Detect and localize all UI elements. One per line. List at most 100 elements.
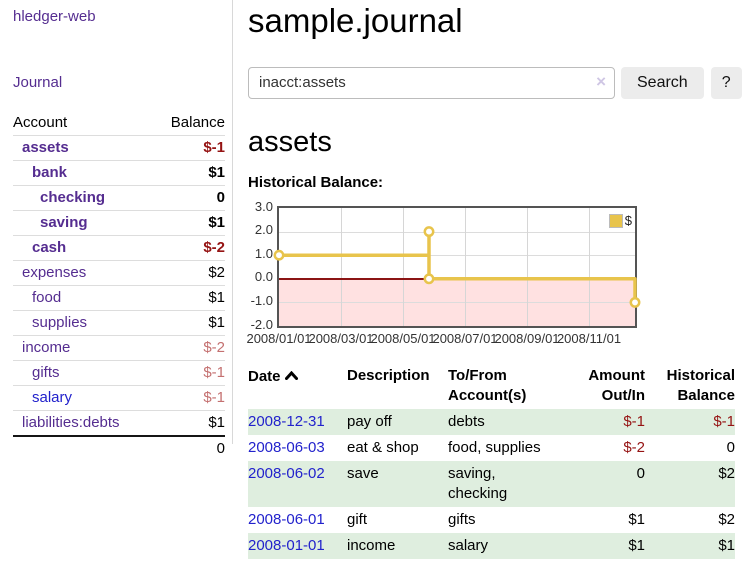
account-link-salary[interactable]: salary bbox=[32, 389, 73, 406]
page-title: sample.journal bbox=[248, 2, 463, 39]
search-button[interactable]: Search bbox=[621, 66, 704, 99]
account-link-assets[interactable]: assets bbox=[22, 139, 69, 156]
transaction-description: gift bbox=[347, 511, 368, 529]
account-link-income[interactable]: income bbox=[22, 339, 71, 356]
transaction-amount: $1 bbox=[628, 511, 645, 529]
account-row: saving $1 bbox=[13, 210, 225, 236]
account-link-gifts[interactable]: gifts bbox=[32, 364, 60, 381]
accounts-column-header: To/From Account(s) bbox=[448, 367, 527, 405]
transaction-date-link[interactable]: 2008-06-01 bbox=[248, 511, 325, 529]
x-axis-tick: 2008/11/01 bbox=[556, 331, 622, 347]
account-column-header: Account bbox=[13, 114, 68, 131]
clear-search-icon[interactable]: × bbox=[596, 71, 606, 91]
y-axis-tick: 2.0 bbox=[254, 222, 273, 238]
account-link-saving[interactable]: saving bbox=[40, 214, 88, 231]
account-row: income $-2 bbox=[13, 335, 225, 361]
account-link-liabilities-debts[interactable]: liabilities:debts bbox=[22, 414, 120, 431]
account-balance: $-2 bbox=[203, 339, 225, 356]
account-balance: $1 bbox=[208, 214, 225, 231]
account-balance: 0 bbox=[216, 189, 225, 206]
account-balance: $1 bbox=[208, 414, 225, 431]
balance-step-line bbox=[273, 226, 641, 309]
transaction-description: income bbox=[347, 537, 396, 555]
transaction-amount: $-1 bbox=[623, 413, 645, 431]
register-row: 2008-12-31 pay off debts $-1 $-1 bbox=[248, 409, 735, 436]
account-balance: $-1 bbox=[203, 389, 225, 406]
description-column-header: Description bbox=[347, 367, 430, 385]
account-title: assets bbox=[248, 125, 332, 158]
transaction-amount: $1 bbox=[628, 537, 645, 555]
brand-link[interactable]: hledger-web bbox=[13, 8, 96, 25]
transaction-balance: $1 bbox=[718, 537, 735, 555]
data-point-marker bbox=[423, 226, 435, 238]
transaction-accounts: food, supplies bbox=[448, 439, 541, 457]
gridline bbox=[589, 208, 590, 327]
transaction-amount: $-2 bbox=[623, 439, 645, 457]
gridline bbox=[279, 232, 635, 234]
x-axis-tick: 2008/03/01 bbox=[308, 331, 374, 347]
help-button[interactable]: ? bbox=[710, 66, 742, 99]
account-link-expenses[interactable]: expenses bbox=[22, 264, 87, 281]
accounts-total-balance: 0 bbox=[216, 440, 225, 457]
account-row: expenses $2 bbox=[13, 260, 225, 286]
account-balance: $-1 bbox=[203, 364, 225, 381]
amount-column-header: Amount Out/In bbox=[588, 367, 645, 405]
transaction-accounts: gifts bbox=[448, 511, 476, 529]
account-balance: $-1 bbox=[203, 139, 225, 156]
account-link-supplies[interactable]: supplies bbox=[32, 314, 88, 331]
transaction-description: save bbox=[347, 465, 379, 483]
account-balance: $1 bbox=[208, 289, 225, 306]
search-input[interactable] bbox=[248, 66, 615, 99]
data-point-marker bbox=[629, 297, 641, 309]
transaction-accounts: debts bbox=[448, 413, 485, 431]
app: hledger-web Journal Account Balance asse… bbox=[13, 0, 742, 560]
transaction-date-link[interactable]: 2008-06-02 bbox=[248, 465, 325, 483]
gridline bbox=[465, 208, 466, 327]
account-row: salary $-1 bbox=[13, 385, 225, 411]
transaction-description: pay off bbox=[347, 413, 392, 431]
gridline bbox=[527, 208, 528, 327]
register-row: 2008-01-01 income salary $1 $1 bbox=[248, 533, 735, 560]
account-link-food[interactable]: food bbox=[32, 289, 62, 306]
account-row: supplies $1 bbox=[13, 310, 225, 336]
gridline bbox=[403, 208, 404, 327]
gridline bbox=[279, 255, 635, 257]
date-column-header[interactable]: Date bbox=[248, 363, 347, 409]
x-axis-tick: 2008/05/01 bbox=[370, 331, 436, 347]
accounts-total-row: 0 bbox=[13, 436, 225, 461]
account-link-cash[interactable]: cash bbox=[32, 239, 67, 256]
account-link-checking[interactable]: checking bbox=[40, 189, 106, 206]
account-balance: $1 bbox=[208, 164, 225, 181]
gridline bbox=[341, 208, 342, 327]
legend-label: $ bbox=[624, 213, 632, 229]
data-point-marker bbox=[273, 250, 285, 261]
account-row: assets $-1 bbox=[13, 135, 225, 161]
sidebar-item-journal[interactable]: Journal bbox=[13, 74, 63, 91]
register-header-row: Date Description To/From Account(s) Amou… bbox=[248, 363, 735, 409]
y-axis-tick: -1.0 bbox=[250, 293, 273, 309]
legend-swatch-icon bbox=[608, 213, 623, 228]
y-axis-tick: 3.0 bbox=[254, 199, 273, 215]
transaction-balance: $2 bbox=[718, 511, 735, 529]
main-content: sample.journal × Search ? assets Histori… bbox=[233, 0, 742, 560]
register-row: 2008-06-02 save saving, checking 0 $2 bbox=[248, 461, 735, 508]
data-point-marker bbox=[423, 273, 435, 285]
transaction-accounts: salary bbox=[448, 537, 489, 555]
accounts-table-header: Account Balance bbox=[13, 111, 225, 136]
balance-column-header: Historical Balance bbox=[666, 367, 735, 405]
historical-balance-chart: 3.0 2.0 1.0 0.0 -1.0 -2.0 bbox=[246, 199, 742, 349]
account-link-bank[interactable]: bank bbox=[32, 164, 68, 181]
account-row: food $1 bbox=[13, 285, 225, 311]
register-row: 2008-06-03 eat & shop food, supplies $-2… bbox=[248, 435, 735, 461]
account-row: checking 0 bbox=[13, 185, 225, 211]
account-balance: $2 bbox=[208, 264, 225, 281]
transaction-date-link[interactable]: 2008-06-03 bbox=[248, 439, 325, 457]
transaction-date-link[interactable]: 2008-12-31 bbox=[248, 413, 325, 431]
x-axis-tick: 2008/09/01 bbox=[494, 331, 560, 347]
account-row: cash $-2 bbox=[13, 235, 225, 261]
chart-plot-area: $ bbox=[273, 206, 641, 329]
transaction-accounts: saving, checking bbox=[448, 465, 508, 503]
transaction-date-link[interactable]: 2008-01-01 bbox=[248, 537, 325, 555]
transaction-balance: $-1 bbox=[713, 413, 735, 431]
account-balance: $1 bbox=[208, 314, 225, 331]
